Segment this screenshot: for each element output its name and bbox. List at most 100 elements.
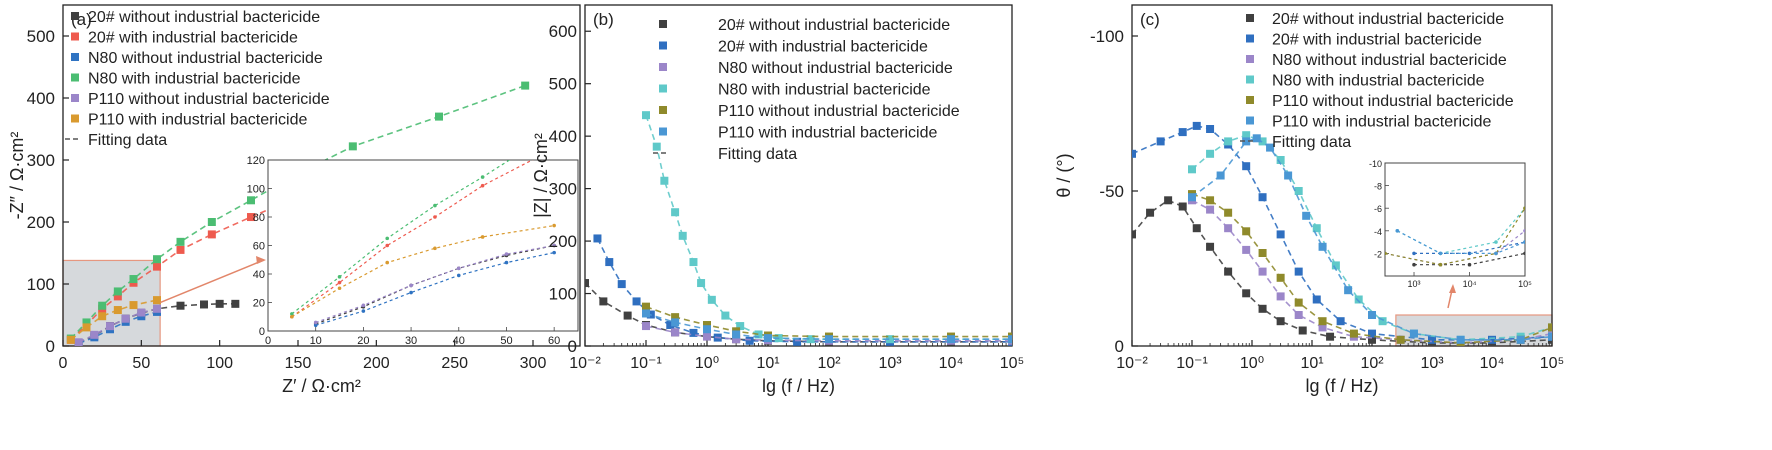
inset-data-point (456, 266, 461, 271)
data-point (666, 321, 675, 330)
data-point (623, 311, 632, 320)
inset-data-point (313, 323, 318, 328)
data-point (1349, 329, 1358, 338)
legend-entry: P110 with industrial bactericide (88, 112, 307, 129)
data-point (1294, 187, 1303, 195)
series-3 (642, 111, 1012, 344)
data-point (207, 230, 216, 239)
data-point (1302, 211, 1311, 220)
legend-entry: 20# with industrial bactericide (1272, 32, 1482, 49)
data-point (1146, 208, 1155, 217)
fit-line (596, 238, 1012, 343)
x-tick-label: 150 (285, 355, 312, 372)
legend-marker (71, 114, 79, 123)
data-point (1456, 335, 1465, 344)
data-point (1378, 317, 1387, 326)
data-point (1318, 323, 1327, 332)
legend-marker (659, 106, 667, 114)
legend-entry: N80 without industrial bactericide (1272, 52, 1507, 69)
y-tick-label: 300 (27, 151, 55, 170)
legend-entry: 20# without industrial bactericide (88, 9, 320, 26)
data-point (1409, 329, 1418, 338)
legend-marker (1246, 96, 1254, 104)
fit-line (585, 282, 1012, 343)
data-point (1428, 335, 1436, 344)
legend-marker (659, 127, 667, 136)
inset-x-tick-label: 20 (357, 335, 369, 347)
data-area (585, 111, 1012, 346)
data-point (1242, 131, 1251, 140)
legend-marker (71, 53, 79, 61)
data-point (1312, 224, 1321, 233)
data-point (721, 311, 730, 320)
data-point (793, 337, 802, 346)
x-tick-label: 0 (59, 355, 68, 372)
inset-data-point (433, 246, 437, 251)
inset-x-tick-label: 50 (500, 335, 512, 347)
inset-x-tick-label: 30 (405, 335, 417, 347)
x-tick-label: 10⁵ (1540, 355, 1564, 372)
y-tick-label: -50 (1099, 182, 1124, 201)
data-point (121, 314, 130, 323)
inset-data-point (290, 312, 294, 316)
inset-data-point (552, 243, 556, 248)
data-point (947, 335, 955, 344)
data-point (1206, 205, 1215, 214)
y-tick-label: 400 (27, 89, 55, 108)
data-point (1276, 230, 1285, 239)
inset-x-tick-label: 10⁵ (1518, 279, 1532, 289)
x-tick-label: 10³ (878, 355, 902, 372)
x-axis-label: lg (f / Hz) (762, 376, 835, 396)
data-point (153, 262, 161, 271)
x-tick-label: 10⁴ (1480, 355, 1505, 372)
data-point (1164, 196, 1173, 205)
data-point (678, 231, 687, 240)
y-tick-label: 500 (27, 27, 55, 46)
data-point (1368, 311, 1376, 319)
legend-marker (659, 41, 667, 50)
x-tick-label: 10⁵ (1000, 355, 1024, 372)
data-point (642, 322, 650, 331)
data-point (1242, 162, 1251, 171)
data-point (642, 309, 650, 318)
data-point (1132, 230, 1136, 239)
data-point (207, 218, 216, 226)
data-point (671, 208, 680, 217)
plot-frame (584, 4, 1013, 347)
inset: 10³ 10⁴ 10⁵ -2 -4 -6 -8 -10 (1369, 159, 1532, 309)
inset-data-point (1467, 262, 1472, 267)
y-axis-label: |Z| / Ω·cm² (531, 133, 551, 218)
x-tick-label: 10² (1360, 355, 1384, 372)
inset-x-tick-label: 40 (453, 335, 465, 347)
series-4 (74, 304, 161, 346)
inset-data-point (385, 236, 390, 241)
inset-y-tick-label: 0 (259, 326, 265, 338)
data-point (66, 335, 75, 344)
data-point (1206, 196, 1215, 205)
inset-data-point (1523, 240, 1525, 244)
data-point (1242, 245, 1251, 254)
y-tick-label: 0 (568, 337, 577, 356)
inset-data-point (1395, 229, 1400, 233)
data-point (348, 142, 357, 151)
data-point (1258, 304, 1267, 313)
legend-fitting-label: Fitting data (718, 146, 797, 163)
data-point (153, 255, 161, 264)
inset-fit-line (291, 225, 555, 318)
data-point (745, 336, 754, 345)
panel-label: (c) (1140, 10, 1160, 29)
legend-marker (1246, 116, 1254, 125)
inset-data-point (1412, 262, 1416, 267)
data-point (732, 330, 741, 339)
data-point (247, 196, 255, 205)
inset-data-point (1385, 251, 1387, 256)
legend: 20# without industrial bactericide 20# wi… (1240, 11, 1514, 151)
legend-entry: P110 with industrial bactericide (718, 125, 937, 142)
data-point (1224, 267, 1233, 276)
data-point (1298, 326, 1307, 335)
data-point (113, 306, 122, 315)
data-point (1276, 273, 1285, 282)
inset-fit-line (291, 160, 534, 318)
data-point (90, 330, 99, 339)
